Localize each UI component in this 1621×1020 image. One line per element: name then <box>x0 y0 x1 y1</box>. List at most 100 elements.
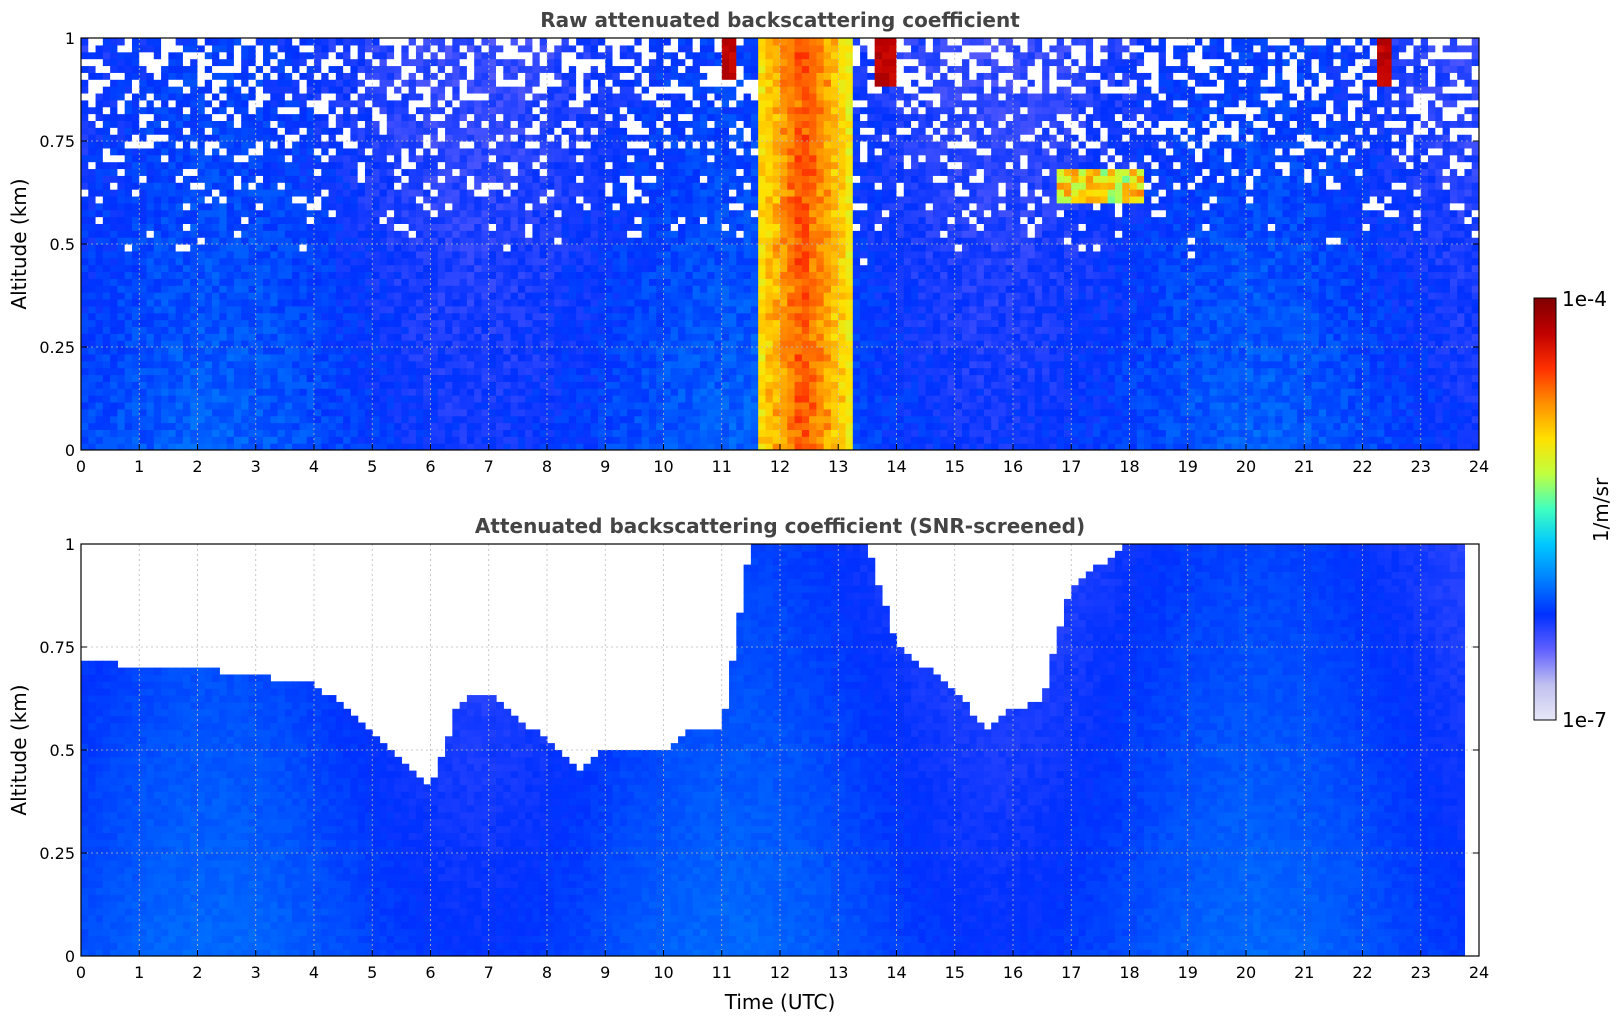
heatmap-cell <box>605 92 614 101</box>
heatmap-cell <box>233 216 242 224</box>
heatmap-cell <box>685 408 694 417</box>
heatmap-cell <box>474 340 483 348</box>
heatmap-cell <box>335 271 344 279</box>
heatmap-cell <box>328 436 337 444</box>
heatmap-cell <box>139 86 148 94</box>
heatmap-cell <box>576 134 585 142</box>
heatmap-cell <box>306 38 315 46</box>
heatmap-cell <box>401 250 410 259</box>
heatmap-cell <box>678 305 686 314</box>
heatmap-cell <box>321 347 330 355</box>
heatmap-cell <box>219 319 228 327</box>
heatmap-cell <box>212 92 220 101</box>
heatmap-cell <box>335 99 344 108</box>
heatmap-cell <box>605 79 614 87</box>
heatmap-cell <box>547 182 555 190</box>
heatmap-cell <box>685 436 694 444</box>
heatmap-cell <box>321 436 330 444</box>
heatmap-cell <box>532 278 541 286</box>
heatmap-cell <box>270 312 279 321</box>
heatmap-cell <box>153 408 162 417</box>
heatmap-cell <box>372 353 381 362</box>
heatmap-cell <box>605 51 614 60</box>
heatmap-cell <box>139 285 148 293</box>
heatmap-cell <box>168 134 177 142</box>
heatmap-cell <box>437 216 446 224</box>
heatmap-cell <box>88 168 97 176</box>
heatmap-cell <box>102 120 111 128</box>
heatmap-cell <box>634 305 643 314</box>
heatmap-cell <box>299 120 308 128</box>
heatmap-cell <box>379 429 388 437</box>
heatmap-cell <box>641 127 650 135</box>
heatmap-cell <box>474 58 483 67</box>
heatmap-cell <box>328 92 337 101</box>
heatmap-cell <box>314 395 322 403</box>
heatmap-cell <box>525 38 534 46</box>
heatmap-cell <box>415 312 424 321</box>
heatmap-cell <box>430 38 439 46</box>
heatmap-cell <box>110 408 119 417</box>
heatmap-cell <box>503 202 512 211</box>
heatmap-cell <box>663 161 672 170</box>
heatmap-cell <box>233 209 242 218</box>
heatmap-cell <box>532 189 541 197</box>
heatmap-cell <box>474 86 483 94</box>
heatmap-cell <box>568 250 577 259</box>
heatmap-cell <box>532 333 541 341</box>
heatmap-cell <box>81 250 89 259</box>
heatmap-cell <box>452 189 461 197</box>
heatmap-cell <box>408 244 417 252</box>
heatmap-cell <box>226 99 235 108</box>
heatmap-cell <box>233 347 242 355</box>
heatmap-cell <box>299 51 308 60</box>
heatmap-cell <box>146 326 155 334</box>
heatmap-cell <box>517 429 526 437</box>
heatmap-cell <box>161 182 169 190</box>
heatmap-cell <box>685 443 694 450</box>
heatmap-cell <box>277 395 286 403</box>
heatmap-cell <box>372 408 381 417</box>
heatmap-cell <box>488 264 497 273</box>
heatmap-cell <box>204 237 213 245</box>
heatmap-cell <box>255 65 264 73</box>
heatmap-cell <box>88 381 97 389</box>
heatmap-cell <box>117 106 126 115</box>
heatmap-cell <box>88 154 97 163</box>
heatmap-cell <box>314 257 322 266</box>
heatmap-cell <box>445 237 453 245</box>
heatmap-cell <box>648 388 657 396</box>
heatmap-cell <box>634 264 643 273</box>
heatmap-cell <box>197 443 206 450</box>
heatmap-cell <box>248 168 257 176</box>
heatmap-cell <box>175 51 184 60</box>
heatmap-cell <box>284 72 293 80</box>
heatmap-cell <box>277 278 286 286</box>
heatmap-cell <box>474 127 483 135</box>
heatmap-cell <box>379 244 388 252</box>
heatmap-cell <box>241 443 250 450</box>
heatmap-cell <box>219 92 228 101</box>
heatmap-cell <box>583 154 592 163</box>
heatmap-cell <box>292 367 301 376</box>
heatmap-cell <box>139 92 148 101</box>
heatmap-cell <box>343 58 352 67</box>
heatmap-cell <box>663 422 672 430</box>
heatmap-cell <box>547 202 555 211</box>
heatmap-cell <box>226 92 235 101</box>
heatmap-cell <box>408 168 417 176</box>
heatmap-cell <box>437 381 446 389</box>
heatmap-cell <box>452 340 461 348</box>
heatmap-cell <box>219 244 228 252</box>
heatmap-cell <box>576 408 585 417</box>
heatmap-cell <box>364 113 373 121</box>
heatmap-cell <box>576 86 585 94</box>
heatmap-cell <box>350 285 359 293</box>
heatmap-cell <box>394 285 402 293</box>
heatmap-cell <box>401 86 410 94</box>
heatmap-cell <box>663 230 672 238</box>
heatmap-cell <box>335 401 344 410</box>
heatmap-cell <box>547 195 555 204</box>
heatmap-cell <box>547 401 555 410</box>
heatmap-cell <box>197 86 206 94</box>
